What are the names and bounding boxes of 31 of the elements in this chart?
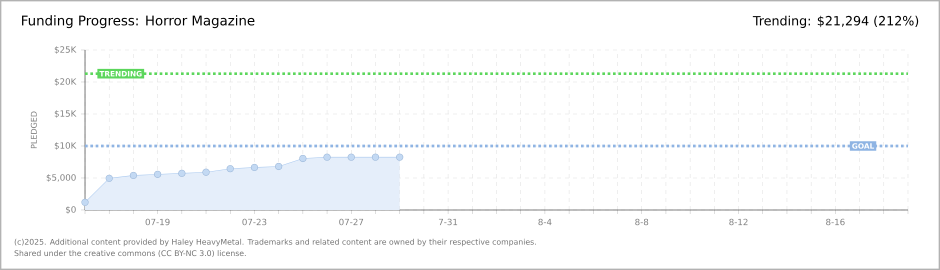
y-tick-label: $0 (66, 206, 76, 214)
point (130, 172, 138, 180)
point (299, 154, 306, 162)
x-tick-label: 07-27 (339, 218, 364, 226)
point (250, 164, 258, 172)
chart-title: Funding Progress: Horror Magazine (22, 15, 254, 28)
y-tick-label: $20K (54, 78, 76, 86)
point (154, 170, 162, 178)
y-tick-label: $25K (54, 46, 76, 54)
x-tick-label: 8-12 (729, 218, 748, 226)
point (372, 154, 380, 161)
y-axis-title: PLEDGED (30, 112, 37, 148)
x-tick-label: 8-16 (826, 218, 845, 226)
point (323, 154, 331, 161)
point (275, 162, 282, 170)
point (106, 174, 113, 182)
point (348, 154, 355, 161)
x-tick-label: 8-8 (635, 218, 648, 226)
text: Trending: $21,294 (212%) (752, 16, 918, 28)
point (226, 165, 234, 172)
point (396, 154, 404, 161)
x-tick-label: 8-4 (538, 218, 552, 226)
point (178, 170, 186, 177)
y-tick-label: $5,000 (46, 174, 76, 182)
x-tick-label: 07-23 (242, 218, 266, 226)
point (202, 168, 210, 176)
y-tick-label: $15K (54, 110, 76, 118)
y-tick-label: $10K (54, 142, 76, 150)
point (81, 198, 89, 206)
x-tick-label: 7-31 (438, 218, 458, 226)
x-tick-label: 07-19 (146, 218, 170, 226)
